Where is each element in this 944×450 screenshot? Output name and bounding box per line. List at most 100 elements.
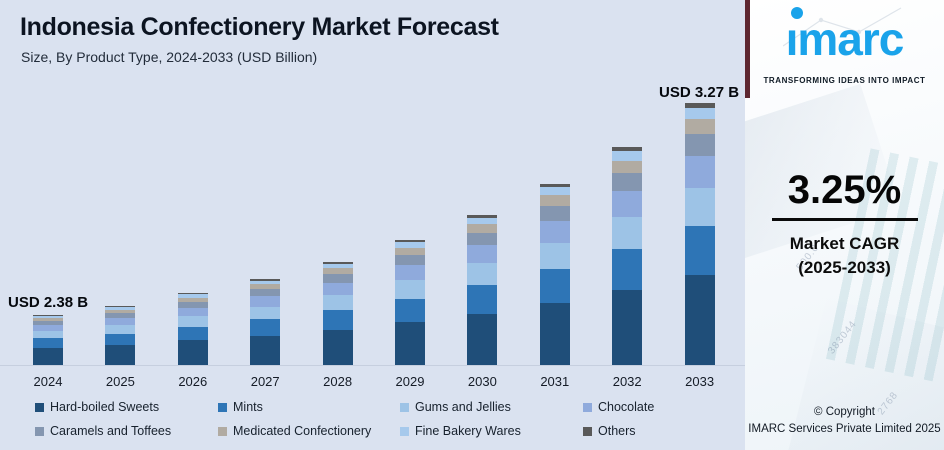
chart-legend: Hard-boiled Sweets Mints Gums and Jellies C…	[35, 400, 740, 438]
bar-segment-mints	[612, 249, 643, 291]
x-axis-label-2029: 2029	[395, 374, 425, 389]
bar-segment-fine-bakery-wares	[33, 315, 63, 319]
bar-segment-caramels-and-toffees	[395, 254, 425, 266]
bar-segment-caramels-and-toffees	[612, 172, 643, 192]
bar-segment-mints	[467, 285, 498, 314]
bar-segment-others	[177, 293, 208, 295]
bar-segment-chocolate	[105, 317, 136, 326]
bar-segment-mints	[684, 225, 715, 276]
bar-segment-medicated-confectionery	[33, 318, 63, 321]
x-axis-label-2024: 2024	[33, 374, 63, 389]
legend-label: Gums and Jellies	[415, 400, 511, 414]
bar-segment-caramels-and-toffees	[467, 232, 498, 246]
bar-segment-mints	[33, 338, 63, 348]
cagr-block: 3.25% Market CAGR (2025-2033)	[745, 168, 944, 280]
bar-segment-fine-bakery-wares	[250, 280, 281, 285]
logo-text: ımarc	[785, 13, 905, 65]
value-label-2024: USD 2.38 B	[8, 294, 89, 311]
cagr-value: 3.25%	[787, 168, 902, 212]
bar-segment-chocolate	[322, 282, 353, 296]
bar-segment-hard-boiled-sweets	[467, 313, 498, 365]
legend-item-hard-boiled-sweets: Hard-boiled Sweets	[35, 400, 218, 414]
bar-segment-others	[395, 240, 425, 243]
bar-segment-chocolate	[467, 245, 498, 264]
legend-swatch-icon	[218, 426, 227, 436]
bar-2030	[467, 215, 498, 365]
bar-segment-others	[539, 184, 570, 188]
bar-segment-others	[467, 215, 498, 218]
legend-item-medicated-confectionery: Medicated Confectionery	[218, 424, 400, 438]
x-axis-label-2033: 2033	[685, 374, 715, 389]
bar-segment-mints	[322, 310, 353, 330]
legend-item-gums-and-jellies: Gums and Jellies	[400, 400, 583, 414]
legend-item-fine-bakery-wares: Fine Bakery Wares	[400, 424, 583, 438]
bar-segment-caramels-and-toffees	[105, 313, 136, 318]
legend-label: Mints	[233, 400, 263, 414]
bar-segment-others	[684, 103, 715, 108]
bar-segment-gums-and-jellies	[395, 280, 425, 299]
legend-label: Hard-boiled Sweets	[50, 400, 160, 414]
x-axis-label-2031: 2031	[540, 374, 570, 389]
bar-segment-mints	[105, 333, 136, 345]
chart-subtitle: Size, By Product Type, 2024-2033 (USD Bi…	[21, 49, 318, 65]
bar-2033	[684, 103, 715, 365]
chart-panel: Indonesia Confectionery Market Forecast …	[0, 0, 745, 450]
bar-segment-hard-boiled-sweets	[33, 347, 63, 365]
legend-swatch-icon	[583, 426, 592, 436]
page-title: Indonesia Confectionery Market Forecast	[20, 13, 499, 41]
bar-segment-mints	[177, 326, 208, 341]
bar-segment-gums-and-jellies	[684, 187, 715, 226]
imarc-logo: ımarc	[745, 7, 944, 65]
bar-segment-gums-and-jellies	[33, 331, 63, 339]
bar-segment-gums-and-jellies	[539, 242, 570, 269]
cagr-label-line2: (2025-2033)	[798, 257, 891, 277]
bar-segment-medicated-confectionery	[177, 297, 208, 302]
bar-segment-gums-and-jellies	[250, 306, 281, 320]
x-axis-label-2032: 2032	[612, 374, 642, 389]
legend-swatch-icon	[35, 426, 44, 436]
bar-segment-medicated-confectionery	[467, 224, 498, 233]
bar-segment-caramels-and-toffees	[33, 320, 63, 326]
legend-item-mints: Mints	[218, 400, 400, 414]
bar-segment-fine-bakery-wares	[684, 107, 715, 120]
bar-segment-fine-bakery-wares	[612, 150, 643, 161]
brand-sidebar: 383044 2768 500.0 ımarc TRANSFORMING IDE…	[745, 0, 944, 450]
bar-segment-hard-boiled-sweets	[322, 329, 353, 365]
bar-segment-hard-boiled-sweets	[539, 303, 570, 365]
bar-segment-chocolate	[33, 325, 63, 332]
bars-layer: 2024 2025 2026 2027 2028 2029 2030 2031 2032 2033…	[8, 84, 740, 389]
bar-segment-caramels-and-toffees	[684, 134, 715, 156]
x-axis-label-2027: 2027	[250, 374, 280, 389]
legend-swatch-icon	[218, 402, 227, 412]
bar-segment-medicated-confectionery	[612, 160, 643, 173]
bar-segment-gums-and-jellies	[322, 295, 353, 311]
logo-tagline: TRANSFORMING IDEAS INTO IMPACT	[763, 76, 926, 85]
bar-segment-fine-bakery-wares	[177, 294, 208, 298]
bar-2027	[250, 279, 281, 365]
bar-segment-gums-and-jellies	[467, 263, 498, 286]
legend-label: Chocolate	[598, 400, 655, 414]
bar-segment-gums-and-jellies	[105, 325, 136, 334]
legend-swatch-icon	[583, 402, 592, 412]
bar-segment-hard-boiled-sweets	[612, 290, 643, 365]
bar-segment-mints	[539, 268, 570, 304]
x-axis-label-2026: 2026	[178, 374, 208, 389]
bar-segment-chocolate	[539, 220, 570, 243]
bar-segment-hard-boiled-sweets	[395, 322, 425, 365]
value-label-2033: USD 3.27 B	[659, 84, 740, 101]
copyright: © Copyright IMARC Services Private Limit…	[745, 404, 944, 439]
cagr-divider	[771, 218, 918, 221]
bar-segment-others	[250, 279, 281, 281]
legend-label: Fine Bakery Wares	[415, 424, 521, 438]
bar-2025	[105, 306, 136, 365]
bar-segment-hard-boiled-sweets	[177, 340, 208, 365]
legend-label: Caramels and Toffees	[50, 424, 172, 438]
bar-segment-others	[33, 315, 63, 316]
bar-segment-fine-bakery-wares	[322, 263, 353, 269]
bar-2028	[322, 262, 353, 365]
x-axis-label-2028: 2028	[323, 374, 353, 389]
bar-segment-chocolate	[612, 191, 643, 218]
x-axis-label-2025: 2025	[105, 374, 135, 389]
copyright-line1: © Copyright	[814, 405, 875, 418]
